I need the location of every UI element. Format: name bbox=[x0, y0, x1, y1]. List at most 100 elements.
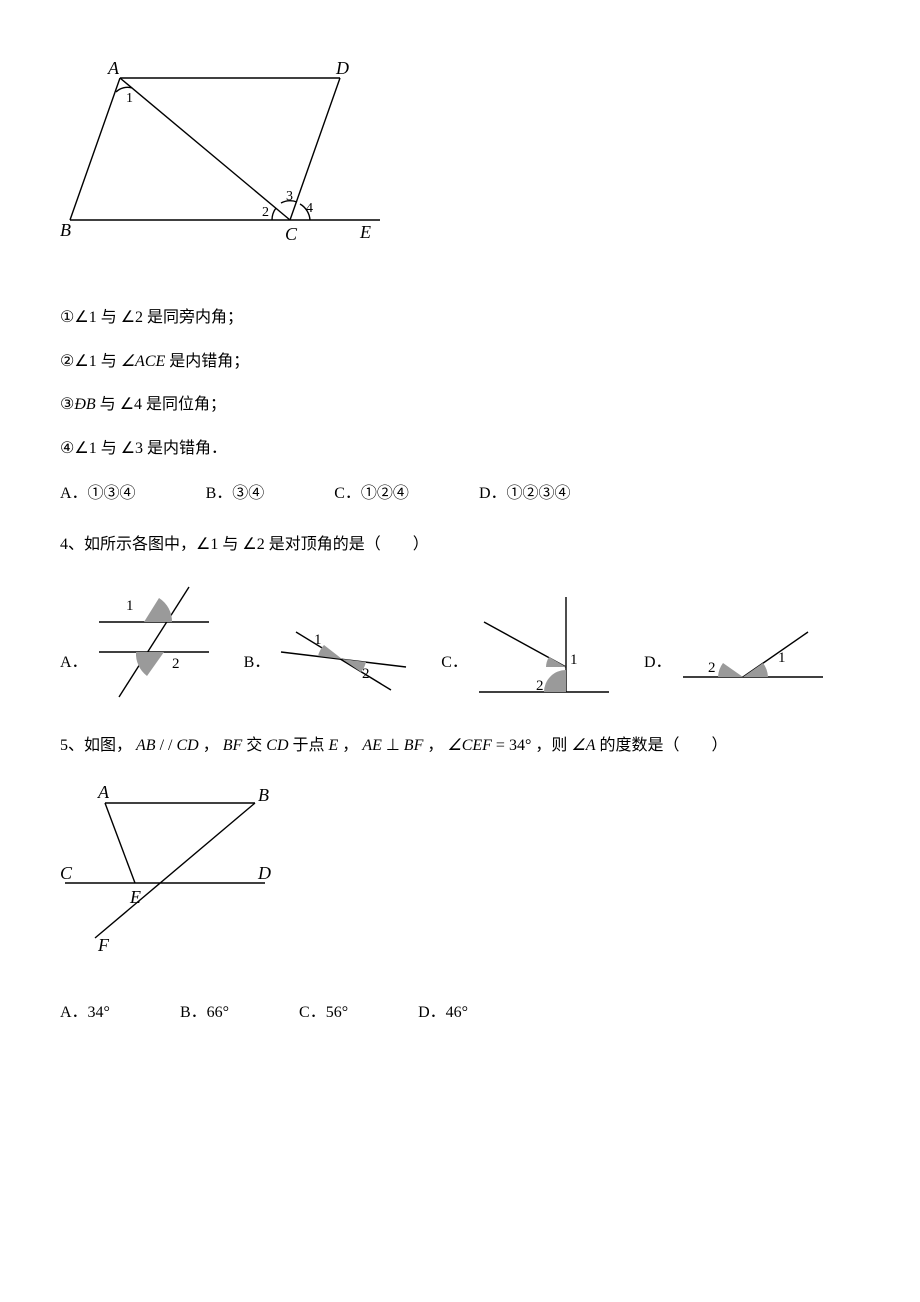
q4-b: ∠2 bbox=[242, 536, 264, 553]
s1-pre: ① bbox=[60, 309, 74, 326]
s2-mid: 与 bbox=[97, 353, 121, 370]
q4-item-A: A． 1 2 bbox=[60, 582, 214, 702]
q5-p3a: AE bbox=[362, 737, 382, 754]
label-angle-2: 2 bbox=[262, 205, 269, 220]
q5-p4a: ∠CEF bbox=[447, 737, 492, 754]
s4-a: ∠1 bbox=[74, 440, 96, 457]
q5-sep2: ， bbox=[342, 737, 358, 754]
s3-mid: 与 bbox=[96, 396, 120, 413]
q5-options: A．34° B．66° C．56° D．46° bbox=[60, 998, 860, 1022]
q5-label-D: D bbox=[257, 863, 271, 883]
q4B-1: 1 bbox=[314, 632, 322, 648]
label-angle-3: 3 bbox=[286, 189, 293, 204]
label-D: D bbox=[335, 60, 349, 78]
label-B: B bbox=[60, 220, 71, 240]
q5-post: 的度数是（ ） bbox=[599, 737, 727, 754]
q4-a: ∠1 bbox=[196, 536, 218, 553]
s3-pre: ③ bbox=[60, 396, 74, 413]
q5-option-A: A．34° bbox=[60, 998, 110, 1022]
q5-option-B: B．66° bbox=[180, 998, 229, 1022]
q5-pre: 5、如图， bbox=[60, 737, 132, 754]
q4A-2: 2 bbox=[172, 656, 180, 672]
q5-sep3: ， bbox=[427, 737, 443, 754]
q5-label-E: E bbox=[129, 887, 141, 907]
q5-figure: A B C D E F bbox=[60, 783, 290, 953]
q5-p1a: AB bbox=[136, 737, 156, 754]
q3-options: A．①③④ B．③④ C．①②④ D．①②③④ bbox=[60, 479, 860, 503]
q5-label-A: A bbox=[97, 783, 110, 802]
label-C: C bbox=[285, 224, 298, 244]
q4-fig-C: 1 2 bbox=[474, 592, 614, 702]
s2-post: 是内错角； bbox=[165, 353, 249, 370]
q3-option-C: C．①②④ bbox=[334, 479, 409, 503]
q5-p1b: / / bbox=[156, 737, 177, 754]
q5-option-D: D．46° bbox=[418, 998, 468, 1022]
q4-post: 是对顶角的是（ ） bbox=[265, 536, 429, 553]
q4-label-A: A． bbox=[60, 648, 88, 672]
q4-figures: A． 1 2 B． bbox=[60, 582, 860, 702]
s4-mid: 与 bbox=[97, 440, 121, 457]
q5-label-F: F bbox=[97, 935, 110, 953]
q5-text: 5、如图， AB / / CD ， BF 交 CD 于点 E ， AE ⊥ BF… bbox=[60, 732, 860, 761]
q3-statement-1: ①∠1 与 ∠2 是同旁内角； bbox=[60, 305, 860, 331]
q5-p2c: CD bbox=[266, 737, 288, 754]
s1-b: ∠2 bbox=[121, 309, 143, 326]
q5-p3c: BF bbox=[404, 737, 424, 754]
q5-p2d: 于点 bbox=[289, 737, 329, 754]
q3-statement-2: ②∠1 与 ∠ACE 是内错角； bbox=[60, 349, 860, 375]
q5-sep1: ， bbox=[203, 737, 219, 754]
label-angle-4: 4 bbox=[306, 201, 313, 216]
label-E: E bbox=[359, 222, 371, 242]
q5-p5a: ∠A bbox=[571, 737, 595, 754]
q5-p2e: E bbox=[329, 737, 339, 754]
s3-post: 是同位角； bbox=[142, 396, 226, 413]
q4B-2: 2 bbox=[362, 666, 370, 682]
q4-item-C: C． 1 2 bbox=[441, 592, 614, 702]
q4C-2: 2 bbox=[536, 678, 544, 694]
q5-p3b: ⊥ bbox=[382, 737, 404, 754]
q4D-1: 1 bbox=[778, 650, 786, 666]
s4-post: 是内错角． bbox=[143, 440, 227, 457]
q5-p2b: 交 bbox=[242, 737, 266, 754]
q4D-2: 2 bbox=[708, 660, 716, 676]
q4-mid: 与 bbox=[218, 536, 242, 553]
s4-b: ∠3 bbox=[121, 440, 143, 457]
q4C-1: 1 bbox=[570, 652, 578, 668]
page: A D B C E 1 2 3 4 ①∠1 与 ∠2 是同旁内角； ②∠1 与 … bbox=[0, 0, 920, 1110]
q5-p1c: CD bbox=[176, 737, 198, 754]
label-angle-1: 1 bbox=[126, 91, 133, 106]
q3-option-D: D．①②③④ bbox=[479, 479, 571, 503]
q4-text: 4、如所示各图中，∠1 与 ∠2 是对顶角的是（ ） bbox=[60, 531, 860, 560]
s3-b: ∠4 bbox=[120, 396, 142, 413]
s2-pre: ② bbox=[60, 353, 74, 370]
q5-label-B: B bbox=[258, 785, 269, 805]
q3-statement-3: ③ÐB 与 ∠4 是同位角； bbox=[60, 392, 860, 418]
q5-sep4: ，则 bbox=[535, 737, 571, 754]
q4-item-B: B． 1 2 bbox=[244, 622, 412, 702]
s2-a: ∠1 bbox=[74, 353, 96, 370]
q4-fig-A: 1 2 bbox=[94, 582, 214, 702]
q5-option-C: C．56° bbox=[299, 998, 348, 1022]
q3-option-B: B．③④ bbox=[206, 479, 265, 503]
q5-p4b: = 34° bbox=[492, 737, 531, 754]
q4-pre: 4、如所示各图中， bbox=[60, 536, 196, 553]
q4-label-D: D． bbox=[644, 648, 672, 672]
q5-label-C: C bbox=[60, 863, 73, 883]
s1-mid: 与 bbox=[97, 309, 121, 326]
q5-p2a: BF bbox=[223, 737, 243, 754]
q4A-1: 1 bbox=[126, 598, 134, 614]
s2-b: ∠ACE bbox=[121, 353, 166, 370]
s4-pre: ④ bbox=[60, 440, 74, 457]
q3-statement-4: ④∠1 与 ∠3 是内错角． bbox=[60, 436, 860, 462]
q4-label-B: B． bbox=[244, 648, 271, 672]
s1-post: 是同旁内角； bbox=[143, 309, 243, 326]
s1-a: ∠1 bbox=[74, 309, 96, 326]
q4-fig-B: 1 2 bbox=[276, 622, 411, 702]
q3-option-A: A．①③④ bbox=[60, 479, 136, 503]
q4-fig-D: 1 2 bbox=[678, 622, 828, 702]
q3-figure-block: A D B C E 1 2 3 4 bbox=[60, 60, 860, 265]
q3-figure: A D B C E 1 2 3 4 bbox=[60, 60, 380, 260]
q5-figure-block: A B C D E F bbox=[60, 783, 860, 958]
label-A: A bbox=[107, 60, 120, 78]
q4-item-D: D． 1 2 bbox=[644, 622, 828, 702]
